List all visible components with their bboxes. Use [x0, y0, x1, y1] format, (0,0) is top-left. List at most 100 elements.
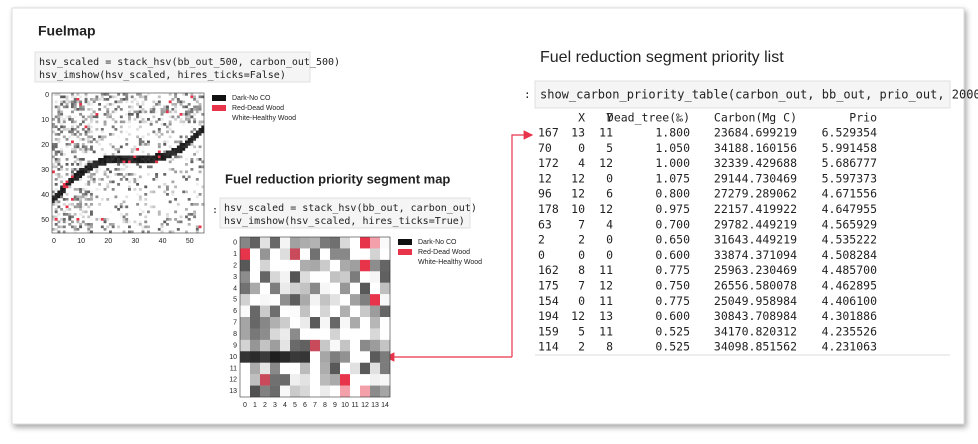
pixel [133, 145, 137, 149]
pixel [111, 155, 115, 159]
pixel [185, 118, 188, 121]
pixel [128, 180, 131, 184]
segment-cell [330, 351, 341, 363]
pixel [157, 210, 161, 214]
pixel [152, 178, 156, 181]
segment-cell [260, 317, 271, 329]
pixel [68, 118, 72, 121]
segment-cell [240, 294, 251, 306]
pixel [109, 103, 112, 106]
pixel [198, 148, 202, 151]
pixel [168, 230, 172, 234]
pixel [166, 218, 169, 221]
table-cell: 5.597373 [822, 171, 877, 185]
pixel [57, 205, 61, 209]
pixel [138, 115, 142, 119]
pixel [81, 188, 85, 191]
pixel [76, 130, 80, 134]
pixel [198, 93, 202, 96]
pixel [136, 163, 140, 166]
pixel [92, 100, 96, 104]
pixel [65, 115, 69, 119]
pixel [195, 228, 199, 231]
pixel [62, 230, 66, 234]
pixel [149, 158, 153, 161]
pixel [52, 228, 55, 231]
segment-cell [250, 294, 261, 306]
pixel [166, 153, 169, 156]
pixel [54, 190, 58, 194]
pixel [130, 230, 134, 234]
pixel [54, 158, 58, 161]
segment-cell [300, 237, 311, 249]
pixel [65, 143, 69, 146]
pixel [90, 115, 93, 119]
pixel [111, 103, 115, 106]
pixel [90, 148, 93, 151]
pixel [62, 220, 66, 224]
pixel [122, 168, 126, 171]
segment-cell [320, 237, 331, 249]
segment-cell [380, 362, 391, 375]
pixel [90, 230, 93, 234]
pixel [54, 210, 58, 214]
y-tick-label: 2 [233, 262, 237, 269]
pixel [52, 200, 55, 204]
pixel [122, 205, 126, 209]
pixel [198, 158, 202, 161]
pixel [52, 215, 55, 219]
pixel [190, 130, 194, 134]
pixel [152, 115, 156, 119]
pixel [122, 98, 126, 101]
pixel [144, 155, 148, 159]
pixel [65, 220, 69, 224]
pixel [138, 95, 142, 99]
pixel [87, 125, 91, 129]
pixel [111, 225, 115, 229]
segment-cell [380, 237, 391, 249]
pixel [103, 188, 107, 191]
segment-cell [380, 282, 391, 295]
pixel [128, 105, 131, 109]
pixel [62, 128, 66, 131]
pixel [90, 163, 93, 166]
pixel [57, 160, 61, 164]
pixel [81, 220, 85, 224]
pixel [114, 205, 118, 209]
segment-cell [290, 248, 301, 261]
pixel [114, 168, 118, 171]
pixel [147, 93, 150, 96]
pixel [84, 130, 88, 134]
pixel [65, 193, 69, 196]
pixel [187, 213, 191, 216]
segment-cell [240, 374, 251, 386]
y-tick-label: 12 [229, 377, 237, 384]
pixel [117, 173, 121, 176]
pixel [155, 173, 159, 176]
pixel [136, 93, 140, 96]
pixel [81, 148, 85, 151]
pixel [98, 143, 102, 146]
pixel [174, 153, 178, 156]
pixel [130, 173, 134, 176]
table-header: Y [606, 111, 613, 125]
pixel [130, 178, 134, 181]
pixel [122, 230, 126, 234]
pixel [87, 165, 91, 169]
pixel [57, 190, 61, 194]
pixel [149, 205, 153, 209]
pixel [138, 110, 142, 114]
pixel [60, 193, 64, 196]
pixel [60, 218, 64, 221]
pixel [71, 105, 74, 109]
pixel [95, 195, 99, 199]
pixel [133, 173, 137, 176]
pixel [98, 183, 102, 186]
pixel [62, 188, 66, 191]
segment-cell [360, 374, 371, 386]
pixel [98, 163, 102, 166]
pixel [179, 100, 183, 104]
pixel [117, 105, 121, 109]
pixel [71, 103, 74, 106]
segment-cell [330, 328, 341, 341]
